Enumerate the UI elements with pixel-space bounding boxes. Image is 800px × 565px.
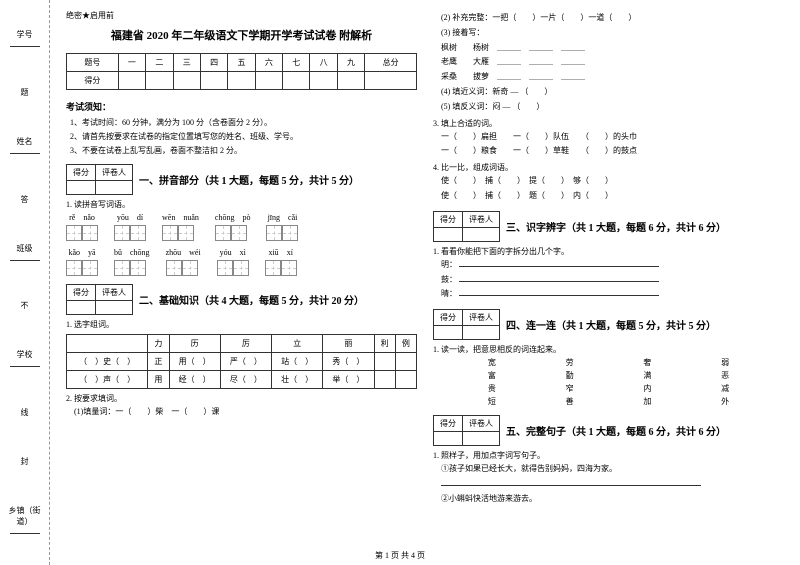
question-label: 4. 比一比，组成词语。	[433, 162, 784, 173]
example-sentence: ②小蝌蚪快活地游来游去。	[433, 493, 784, 506]
page-footer: 第 1 页 共 4 页	[0, 550, 800, 561]
connect-row: 短善加外	[433, 396, 784, 407]
margin-side-text: 封	[21, 456, 29, 467]
connect-row: 贵窄内减	[433, 383, 784, 394]
fill-blank: 一（ ）扁担 一（ ）队伍 （ ）的头巾	[433, 131, 784, 144]
fill-blank: (2) 补充完整：一把（ ）一片（ ）一道（ ）	[433, 12, 784, 25]
pinyin-row: rě nǎo yōu dí wēn nuǎn chōng pò jīng cǎi	[66, 212, 417, 241]
question-label: 1. 读一读，把意思相反的词连起来。	[433, 344, 784, 355]
question-label: 1. 照样子，用加点字词写句子。	[433, 450, 784, 461]
notice-item: 1、考试时间：60 分钟，满分为 100 分（含卷面分 2 分）。	[66, 117, 417, 128]
margin-field: 班级	[10, 243, 40, 263]
question-label: 1. 选字组词。	[66, 319, 417, 330]
notice-title: 考试须知：	[66, 100, 417, 113]
eval-table: 得分评卷人	[433, 211, 500, 242]
question-label: 3. 填上合适的词。	[433, 118, 784, 129]
margin-side-text: 不	[21, 300, 29, 311]
question-label: 1. 读拼音写词语。	[66, 199, 417, 210]
margin-field: 学号	[10, 29, 40, 49]
pinyin-row: kǎo yā bǔ chōng zhōu wéi yóu xì xiū xí	[66, 247, 417, 276]
notice-item: 2、请首先按要求在试卷的指定位置填写您的姓名、班级、学号。	[66, 131, 417, 142]
exam-title: 福建省 2020 年二年级语文下学期开学考试试卷 附解析	[66, 27, 417, 43]
left-column: 绝密★启用前 福建省 2020 年二年级语文下学期开学考试试卷 附解析 题号一二…	[58, 10, 425, 555]
binding-margin: 学号 题 姓名 答 班级 不 学校 线 封 乡镇（街道）	[0, 0, 50, 565]
fill-blank: 明：	[433, 259, 784, 272]
table-row: 得分	[67, 72, 417, 90]
fill-blank: 使（ ） 捕（ ） 题（ ） 内（ ）	[433, 190, 784, 203]
section-title-1: 一、拼音部分（共 1 大题，每题 5 分，共计 5 分）	[139, 172, 359, 187]
table-row: 题号一二三四五六七八九总分	[67, 54, 417, 72]
fill-blank: 采桑 拔萝 ＿＿＿ ＿＿＿ ＿＿＿	[433, 71, 784, 84]
margin-side-text: 题	[21, 87, 29, 98]
fill-blank: 鼓：	[433, 274, 784, 287]
section-title-2: 二、基础知识（共 4 大题，每题 5 分，共计 20 分）	[139, 292, 364, 307]
connect-row: 富勤满恶	[433, 370, 784, 381]
fill-blank: (4) 填近义词：新奇 — （ ）	[433, 86, 784, 99]
fill-blank: (1)填量词：一（ ）柴 一（ ）课	[66, 406, 417, 419]
margin-side-text: 答	[21, 194, 29, 205]
right-column: (2) 补充完整：一把（ ）一片（ ）一道（ ） (3) 接着写： 枫树 杨树 …	[425, 10, 792, 555]
connect-row: 宽劳奢弱	[433, 357, 784, 368]
margin-side-text: 线	[21, 407, 29, 418]
margin-field: 姓名	[10, 136, 40, 156]
fill-blank: 一（ ）粮食 一（ ）草鞋 （ ）的鼓点	[433, 145, 784, 158]
question-label: 2. 按要求填词。	[66, 393, 417, 404]
section-title-5: 五、完整句子（共 1 大题，每题 6 分，共计 6 分）	[506, 423, 726, 438]
eval-table: 得分评卷人	[433, 309, 500, 340]
fill-blank: 枫树 杨树 ＿＿＿ ＿＿＿ ＿＿＿	[433, 42, 784, 55]
margin-field: 乡镇（街道）	[2, 505, 47, 536]
confidential-label: 绝密★启用前	[66, 10, 417, 21]
word-choice-table: 力历厉立丽利例 （ ）史（ ）正用（ ）严（ ）站（ ）秀（ ） （ ）声（ ）…	[66, 334, 417, 389]
eval-table: 得分评卷人	[66, 284, 133, 315]
fill-blank: (5) 填反义词：闷 — （ ）	[433, 101, 784, 114]
score-table: 题号一二三四五六七八九总分 得分	[66, 53, 417, 90]
question-label: 1. 看看你能把下面的字拆分出几个字。	[433, 246, 784, 257]
eval-table: 得分评卷人	[66, 164, 133, 195]
notice-item: 3、不要在试卷上乱写乱画，卷面不整洁扣 2 分。	[66, 145, 417, 156]
fill-blank: (3) 接着写：	[433, 27, 784, 40]
answer-line	[433, 478, 784, 491]
fill-blank: 老鹰 大雁 ＿＿＿ ＿＿＿ ＿＿＿	[433, 56, 784, 69]
section-title-3: 三、识字辨字（共 1 大题，每题 6 分，共计 6 分）	[506, 219, 726, 234]
eval-table: 得分评卷人	[433, 415, 500, 446]
fill-blank: 晴：	[433, 288, 784, 301]
fill-blank: 使（ ） 捕（ ） 提（ ） 够（ ）	[433, 175, 784, 188]
section-title-4: 四、连一连（共 1 大题，每题 5 分，共计 5 分）	[506, 317, 716, 332]
example-sentence: ①孩子如果已经长大，就得告别妈妈，四海为家。	[433, 463, 784, 476]
margin-field: 学校	[10, 349, 40, 369]
